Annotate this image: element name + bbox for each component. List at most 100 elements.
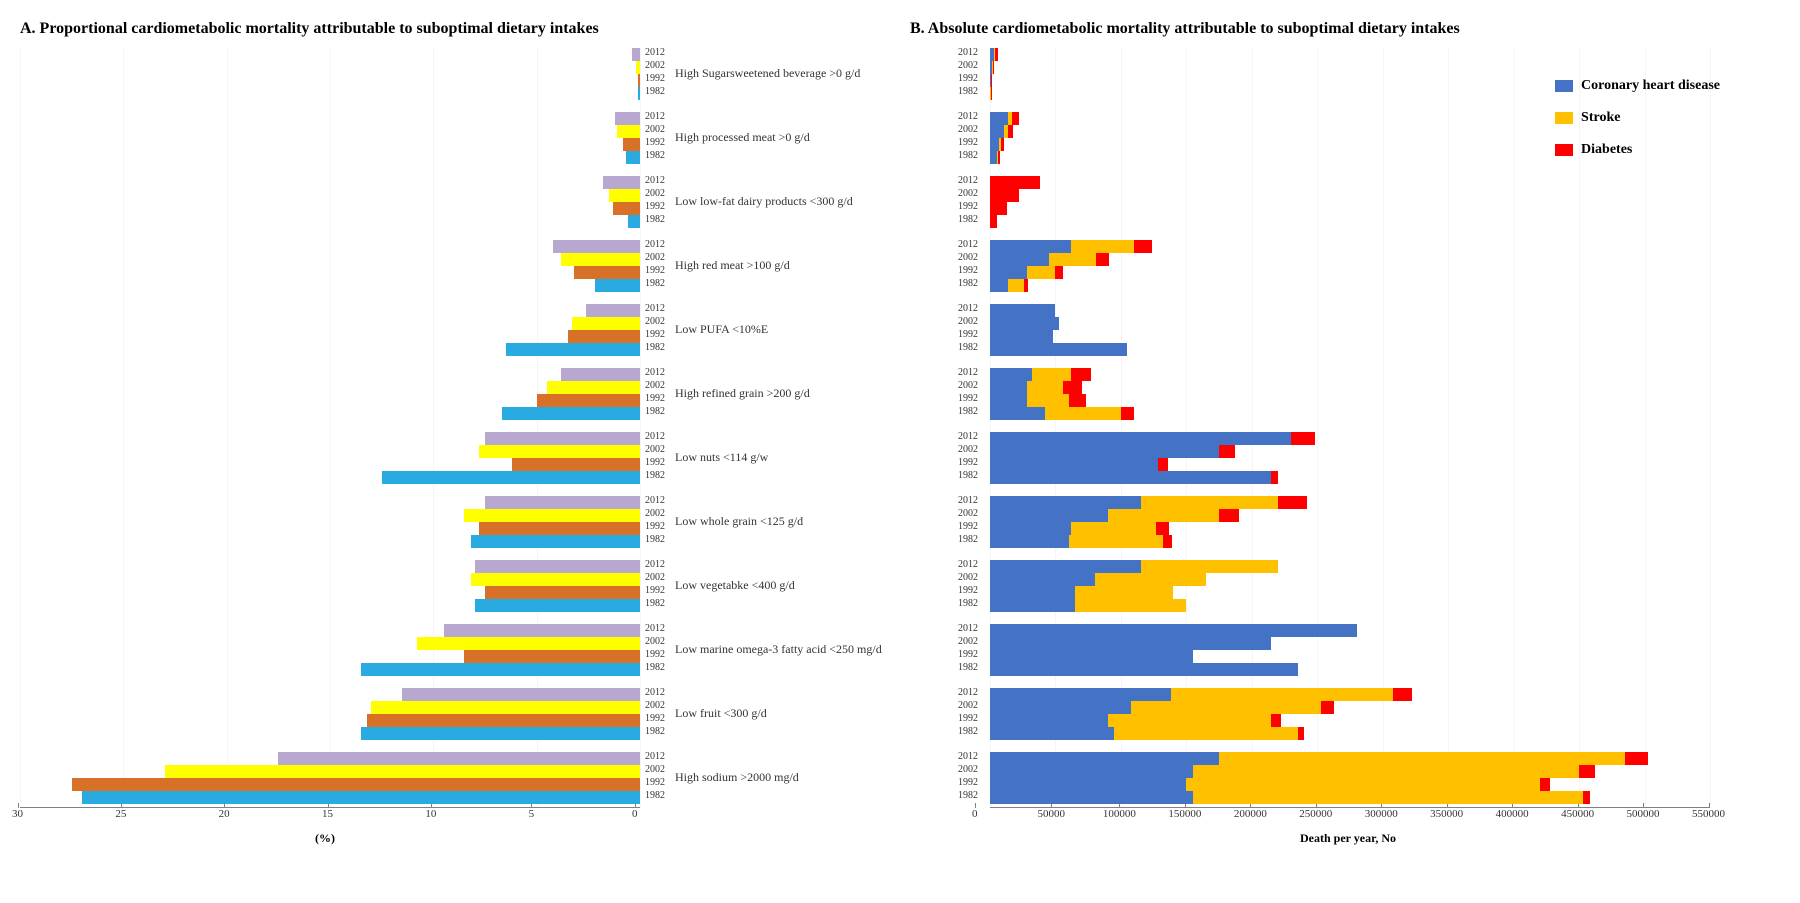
bar: [561, 253, 640, 266]
year-label: 1982: [958, 406, 978, 417]
year-label: 1992: [645, 393, 665, 404]
category-group: 2012200219921982Low marine omega-3 fatty…: [20, 624, 890, 676]
bar-segment-diabetes: [1540, 778, 1550, 791]
bar: [623, 138, 640, 151]
bar: [595, 279, 640, 292]
bar-segment-chd: [990, 778, 1186, 791]
year-label: 2002: [958, 380, 978, 391]
bar-segment-diabetes: [995, 48, 998, 61]
bar-segment-stroke: [1049, 253, 1096, 266]
bar-segment-chd: [990, 727, 1114, 740]
bar: [165, 765, 640, 778]
bar: [626, 151, 640, 164]
axis-label-a: (%): [315, 831, 335, 846]
year-label: 2012: [645, 431, 665, 442]
category-group: 2012200219921982High red meat >100 g/d: [20, 240, 890, 292]
bar-segment-diabetes: [1271, 714, 1280, 727]
year-label: 1982: [958, 470, 978, 481]
category-group: 2012200219921982: [910, 432, 1780, 484]
bar: [72, 778, 640, 791]
axis-tick: 30: [12, 808, 23, 820]
bar: [417, 637, 640, 650]
year-label: 1982: [645, 214, 665, 225]
bar-segment-chd: [990, 381, 1027, 394]
category-group: 2012200219921982: [910, 48, 1780, 100]
category-group: 2012200219921982: [910, 368, 1780, 420]
year-label: 1992: [958, 137, 978, 148]
year-label: 2002: [645, 380, 665, 391]
bar-segment-chd: [990, 586, 1075, 599]
bar-segment-diabetes: [993, 61, 994, 74]
year-label: 2012: [645, 303, 665, 314]
bar-segment-diabetes: [1012, 112, 1019, 125]
year-label: 1992: [958, 649, 978, 660]
year-label: 1992: [958, 457, 978, 468]
bar-segment-chd: [990, 458, 1158, 471]
category-label: High Sugarsweetened beverage >0 g/d: [675, 66, 860, 81]
year-label: 1982: [958, 278, 978, 289]
category-group: 2012200219921982Low nuts <114 g/w: [20, 432, 890, 484]
bar-segment-chd: [990, 253, 1049, 266]
bar-segment-stroke: [1186, 778, 1539, 791]
panel-b: B. Absolute cardiometabolic mortality at…: [910, 20, 1780, 828]
year-label: 1982: [958, 726, 978, 737]
bar-segment-diabetes: [1063, 381, 1081, 394]
bar-segment-stroke: [1131, 701, 1321, 714]
bar-segment-chd: [990, 112, 1008, 125]
category-label: High processed meat >0 g/d: [675, 130, 810, 145]
bar: [475, 599, 640, 612]
year-label: 2012: [958, 47, 978, 58]
bar: [572, 317, 640, 330]
bar-segment-chd: [990, 432, 1291, 445]
bar-segment-diabetes: [1219, 509, 1239, 522]
bar: [632, 48, 640, 61]
year-label: 2002: [958, 700, 978, 711]
bar-segment-stroke: [1095, 573, 1206, 586]
bar-segment-diabetes: [990, 189, 1019, 202]
bar: [638, 74, 640, 87]
bar: [609, 189, 640, 202]
bar-segment-chd: [990, 650, 1193, 663]
axis-tick: 0: [972, 808, 978, 820]
year-label: 1982: [645, 790, 665, 801]
bar-segment-diabetes: [1579, 765, 1595, 778]
bar-segment-chd: [990, 266, 1027, 279]
bar-segment-diabetes: [1096, 253, 1109, 266]
year-label: 1982: [958, 342, 978, 353]
bar-segment-stroke: [1114, 727, 1297, 740]
bar-segment-chd: [990, 279, 1008, 292]
bar: [636, 61, 640, 74]
bar: [361, 663, 640, 676]
bar-segment-chd: [990, 317, 1059, 330]
bar: [568, 330, 640, 343]
axis-tick: 400000: [1496, 808, 1529, 820]
bar-segment-chd: [990, 624, 1357, 637]
year-label: 2002: [958, 60, 978, 71]
year-label: 1982: [958, 214, 978, 225]
panel-a: A. Proportional cardiometabolic mortalit…: [20, 20, 890, 828]
bar: [485, 586, 640, 599]
panel-b-title: B. Absolute cardiometabolic mortality at…: [910, 20, 1780, 38]
year-label: 2002: [645, 252, 665, 263]
bar-segment-diabetes: [990, 176, 1040, 189]
bar-segment-chd: [990, 330, 1053, 343]
year-label: 2012: [958, 559, 978, 570]
bar: [547, 381, 640, 394]
bar: [479, 445, 640, 458]
year-label: 2012: [958, 431, 978, 442]
year-label: 1992: [645, 73, 665, 84]
year-label: 1992: [958, 73, 978, 84]
bar: [485, 432, 640, 445]
bar-segment-chd: [990, 688, 1171, 701]
year-label: 2012: [645, 623, 665, 634]
axis-tick: 200000: [1234, 808, 1267, 820]
year-label: 1982: [645, 342, 665, 353]
year-label: 1992: [645, 713, 665, 724]
bar-segment-diabetes: [1055, 266, 1063, 279]
year-label: 1992: [645, 265, 665, 276]
bar-segment-diabetes: [1291, 432, 1315, 445]
bar: [574, 266, 640, 279]
year-label: 2012: [958, 239, 978, 250]
bar: [638, 87, 640, 100]
bar: [382, 471, 640, 484]
